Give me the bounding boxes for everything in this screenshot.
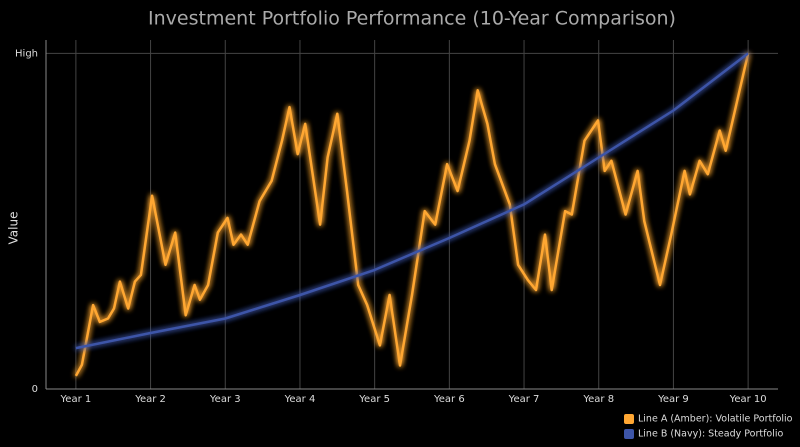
y-axis-label: Value bbox=[7, 212, 21, 245]
x-tick-label: Year 7 bbox=[508, 394, 540, 405]
legend: Line A (Amber): Volatile Portfolio Line B… bbox=[624, 414, 793, 440]
x-tick-label: Year 8 bbox=[582, 394, 614, 405]
x-tick-label: Year 2 bbox=[134, 394, 166, 405]
legend-label: Line A (Amber): Volatile Portfolio bbox=[638, 414, 793, 425]
series-line bbox=[75, 52, 749, 350]
x-tick-label: Year 6 bbox=[433, 394, 465, 405]
legend-label: Line B (Navy): Steady Portfolio bbox=[638, 429, 784, 440]
x-tick-label: Year 10 bbox=[729, 394, 767, 405]
series-line bbox=[74, 53, 750, 377]
chart-title: Investment Portfolio Performance (10-Yea… bbox=[148, 8, 676, 30]
x-tick-label: Year 5 bbox=[358, 394, 390, 405]
x-tick-label: Year 4 bbox=[284, 394, 316, 405]
x-tick-label: Year 9 bbox=[657, 394, 689, 405]
legend-swatch bbox=[624, 429, 634, 439]
y-tick-label: High bbox=[15, 48, 38, 59]
x-tick-label: Year 3 bbox=[209, 394, 241, 405]
y-tick-label: 0 bbox=[32, 384, 38, 395]
x-tick-label: Year 1 bbox=[60, 394, 92, 405]
legend-swatch bbox=[624, 414, 634, 424]
